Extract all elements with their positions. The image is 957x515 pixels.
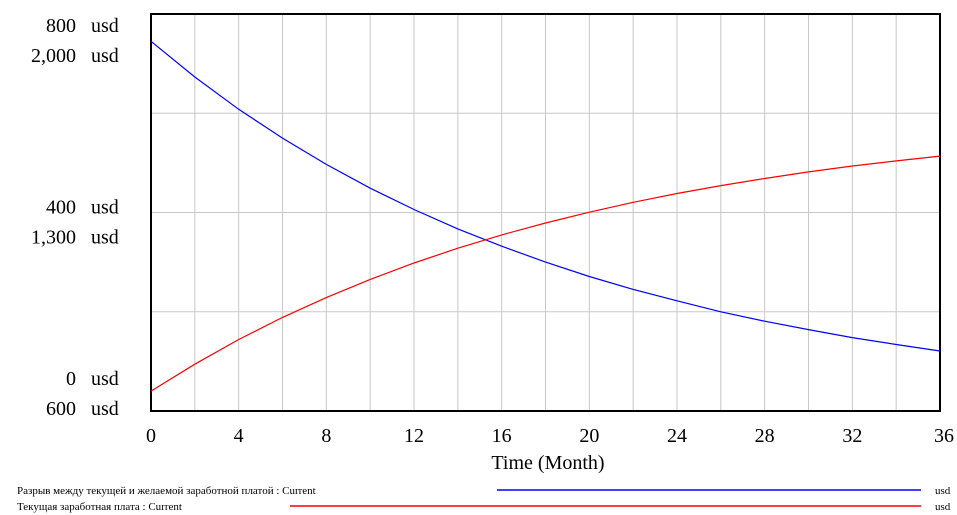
x-tick-label: 24: [667, 425, 687, 447]
x-tick-label: 32: [842, 425, 862, 447]
y-tick-label: 600: [46, 398, 76, 420]
grid: [151, 14, 940, 411]
legend-label-1: Текущая заработная плата : Current: [17, 501, 182, 513]
x-tick-label: 8: [321, 425, 331, 447]
y-tick-label: 1,300: [31, 227, 76, 249]
y-tick-label: 2,000: [31, 45, 76, 67]
legend-label-0: Разрыв между текущей и желаемой заработн…: [17, 485, 316, 497]
legend: Разрыв между текущей и желаемой заработн…: [17, 485, 951, 513]
y-tick-unit: usd: [91, 15, 119, 37]
x-tick-label: 12: [404, 425, 424, 447]
legend-unit-0: usd: [935, 485, 951, 497]
y-axis: 800 usd 2,000 usd 400 usd 1,300 usd 0 usd 600 usd: [31, 15, 119, 420]
x-tick-label: 0: [146, 425, 156, 447]
y-tick-unit: usd: [91, 368, 119, 390]
x-axis-label: Time (Month): [491, 452, 604, 474]
y-tick-label: 800: [46, 15, 76, 37]
x-tick-label: 4: [234, 425, 244, 447]
y-tick-label: 400: [46, 197, 76, 219]
legend-unit-1: usd: [935, 501, 951, 513]
y-tick-unit: usd: [91, 45, 119, 67]
series-line-0: [150, 40, 941, 352]
x-axis: 0 4 8 12 16 20 24 28 32 36: [146, 425, 954, 447]
series-line-1: [150, 155, 941, 392]
y-tick-unit: usd: [91, 227, 119, 249]
x-tick-label: 28: [755, 425, 775, 447]
x-tick-label: 20: [579, 425, 599, 447]
y-tick-unit: usd: [91, 197, 119, 219]
plot-frame: [150, 13, 941, 412]
y-tick-label: 0: [66, 368, 76, 390]
y-tick-unit: usd: [91, 398, 119, 420]
x-tick-label: 16: [492, 425, 512, 447]
series-layer: [150, 40, 941, 392]
x-tick-label: 36: [934, 425, 954, 447]
